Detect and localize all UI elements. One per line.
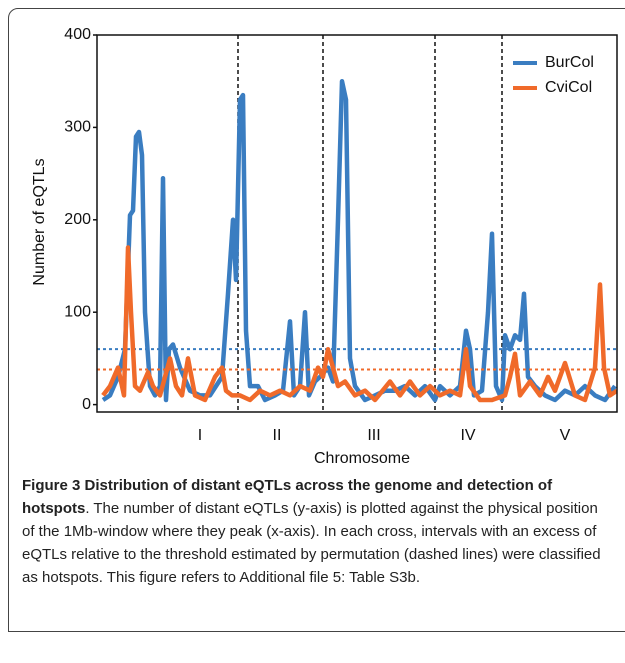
x-tick-label: IV <box>460 427 475 444</box>
y-tick-label: 200 <box>64 211 91 228</box>
series-line <box>101 245 617 403</box>
x-axis-title: Chromosome <box>314 450 410 467</box>
y-axis-title: Number of eQTLs <box>31 158 48 285</box>
y-tick-label: 300 <box>64 119 91 136</box>
x-tick-label: I <box>198 427 202 444</box>
legend-label: CviCol <box>545 79 592 96</box>
x-tick-label: II <box>273 427 282 444</box>
y-tick-label: 0 <box>82 396 91 413</box>
caption-title: Distribution of distant eQTLs across the… <box>22 477 553 517</box>
y-tick-label: 400 <box>64 26 91 43</box>
caption-text: . The number of distant eQTLs (y-axis) i… <box>22 500 601 586</box>
plot-frame <box>96 34 618 413</box>
x-tick-label: III <box>367 427 380 444</box>
chart: Chromosome Number of eQTLs 0 100 200 300 400… <box>31 26 618 467</box>
caption-label: Figure 3 <box>22 477 81 494</box>
x-tick-label: V <box>560 427 571 444</box>
caption: Figure 3 Distribution of distant eQTLs a… <box>22 474 614 589</box>
series-line <box>101 78 617 403</box>
legend-label: BurCol <box>545 54 594 71</box>
figure-frame <box>8 8 625 632</box>
y-tick-label: 100 <box>64 303 91 320</box>
